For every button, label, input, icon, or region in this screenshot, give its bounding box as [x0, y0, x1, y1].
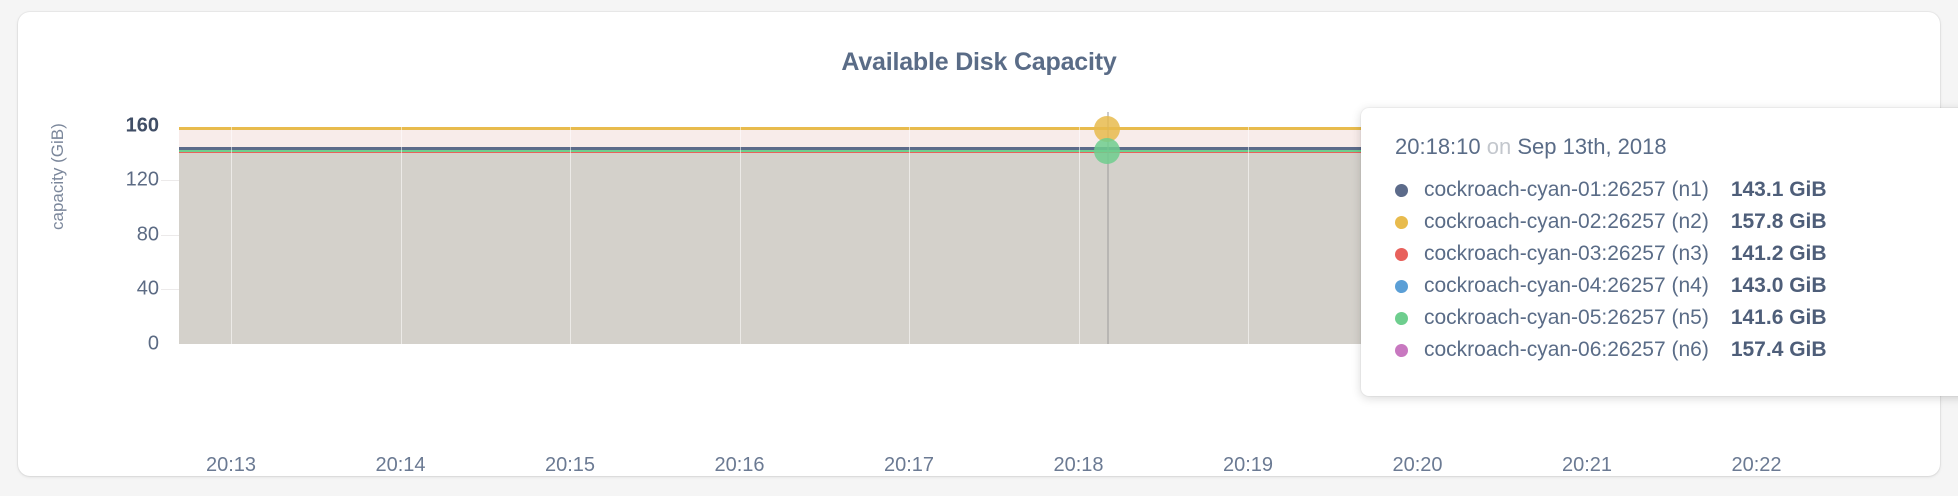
tooltip-row: cockroach-cyan-03:26257 (n3) 141.2 GiB — [1395, 238, 1947, 270]
legend-dot-icon — [1395, 343, 1408, 357]
x-tick-label: 20:21 — [1561, 454, 1613, 476]
tooltip-series-label: cockroach-cyan-04:26257 (n4) — [1424, 274, 1709, 297]
x-tick-label: 20:16 — [714, 454, 765, 476]
y-tick-label: 0 — [147, 332, 159, 355]
vertical-gridline — [570, 112, 571, 344]
chart-card: Available Disk Capacity capacity (GiB) 1… — [18, 12, 1958, 476]
tooltip-series-value: 143.0 GiB — [1730, 274, 1827, 297]
hover-crosshair-line — [1107, 112, 1110, 344]
tooltip-row: cockroach-cyan-06:26257 (n6) 157.4 GiB — [1395, 334, 1947, 366]
vertical-gridline — [1248, 112, 1249, 344]
page-title: Available Disk Capacity — [841, 48, 1117, 76]
x-tick-label: 20:18 — [1053, 454, 1104, 476]
tooltip-series-value: 157.8 GiB — [1730, 210, 1827, 233]
tooltip-on-word: on — [1486, 134, 1512, 159]
legend-dot-icon — [1395, 279, 1408, 293]
tooltip-row: cockroach-cyan-05:26257 (n5) 141.6 GiB — [1395, 302, 1947, 334]
x-tick-label: 20:19 — [1222, 454, 1274, 476]
tooltip-rows: cockroach-cyan-01:26257 (n1) 143.1 GiB coc… — [1395, 174, 1947, 366]
tooltip-series-label: cockroach-cyan-06:26257 (n6) — [1424, 338, 1709, 361]
tooltip-series-value: 143.1 GiB — [1730, 178, 1827, 201]
y-tick-label: 160 — [125, 114, 159, 137]
tooltip-series-label: cockroach-cyan-05:26257 (n5) — [1424, 306, 1709, 329]
x-tick-label: 20:22 — [1731, 454, 1782, 476]
tooltip-date-value: Sep 13th, 2018 — [1517, 134, 1667, 159]
x-tick-label: 20:14 — [375, 454, 426, 476]
x-tick-label: 20:17 — [883, 454, 935, 476]
legend-dot-icon — [1395, 215, 1408, 229]
legend-dot-icon — [1395, 183, 1408, 197]
vertical-gridline — [1078, 112, 1080, 344]
tooltip-series-value: 157.4 GiB — [1730, 338, 1827, 361]
vertical-gridline — [739, 112, 741, 344]
tooltip-time-value: 20:18:10 — [1395, 134, 1481, 159]
tooltip-series-label: cockroach-cyan-01:26257 (n1) — [1424, 178, 1709, 201]
plot-wrapper: 160 120 80 40 0 20:13 20:14 20:15 20:16 20:17 20:… — [126, 108, 1958, 476]
tooltip-timestamp: 20:18:10 on Sep 13th, 2018 — [1395, 134, 1947, 160]
hover-point-marker-high — [1094, 115, 1121, 142]
vertical-gridline — [909, 112, 910, 344]
x-tick-label: 20:15 — [544, 454, 596, 476]
y-tick-label: 80 — [136, 223, 159, 246]
tooltip-series-label: cockroach-cyan-02:26257 (n2) — [1424, 210, 1709, 233]
x-tick-label: 20:20 — [1392, 454, 1443, 476]
tooltip-series-value: 141.2 GiB — [1730, 242, 1827, 265]
y-tick-label: 120 — [125, 168, 159, 191]
series-line-n2 — [179, 127, 1885, 131]
tooltip-row: cockroach-cyan-01:26257 (n1) 143.1 GiB — [1395, 174, 1947, 206]
tooltip-row: cockroach-cyan-02:26257 (n2) 157.8 GiB — [1395, 206, 1947, 238]
x-tick-label: 20:13 — [205, 454, 257, 476]
vertical-gridline — [400, 112, 402, 344]
vertical-gridline — [231, 112, 232, 344]
tooltip-row: cockroach-cyan-04:26257 (n4) 143.0 GiB — [1395, 270, 1947, 302]
hover-point-marker-low — [1094, 137, 1121, 164]
legend-dot-icon — [1395, 247, 1408, 261]
series-line-n1 — [179, 147, 1885, 151]
legend-dot-icon — [1395, 311, 1408, 325]
tooltip-series-value: 141.6 GiB — [1730, 306, 1827, 329]
y-tick-label: 40 — [136, 277, 159, 300]
hover-tooltip: 20:18:10 on Sep 13th, 2018 cockroach-cya… — [1361, 108, 1958, 396]
tooltip-series-label: cockroach-cyan-03:26257 (n3) — [1424, 242, 1709, 265]
series-line-n5 — [179, 149, 1885, 153]
